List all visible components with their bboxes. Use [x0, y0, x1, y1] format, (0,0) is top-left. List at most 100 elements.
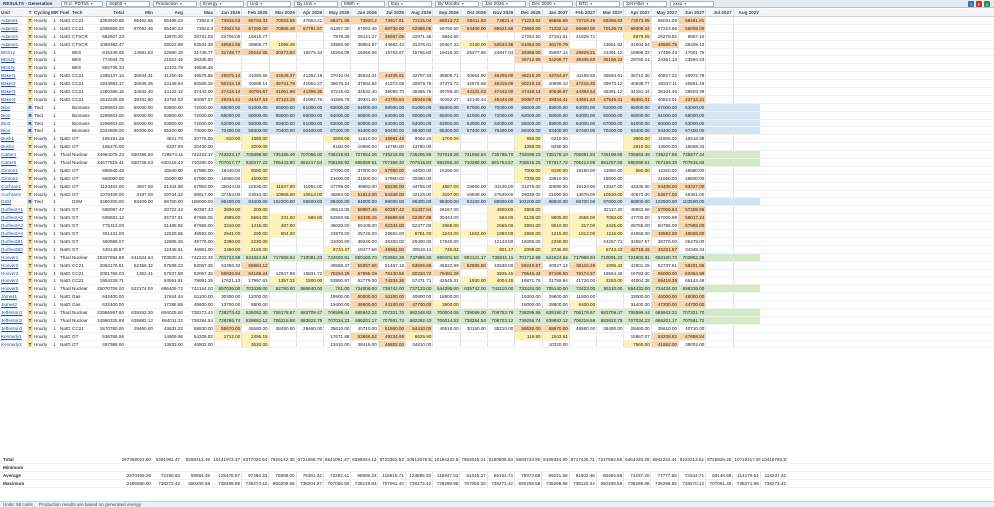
unit-link[interactable]: Adams2 — [1, 25, 18, 31]
unit-link[interactable]: Adams3 — [1, 33, 18, 39]
col-header-month[interactable]: Feb 2027 — [568, 9, 596, 16]
col-header-month[interactable]: Apr 2026 — [295, 9, 323, 16]
unit-link[interactable]: Bio3 — [1, 120, 11, 126]
toolbar-dropdown[interactable]: xxxx ▾ — [670, 0, 714, 7]
col-header-month[interactable]: May 2026 — [323, 9, 350, 16]
col-header-month[interactable]: Nov 2026 — [486, 9, 514, 16]
unit-link[interactable]: Clinton1 — [1, 167, 18, 173]
unit-link[interactable]: Hoover3 — [1, 270, 19, 276]
toolbar-dropdown[interactable]: Unit ▾ — [247, 0, 291, 7]
col-header-cycling[interactable]: Cycling — [34, 10, 50, 15]
unit-link[interactable]: James1 — [1, 294, 18, 300]
col-header-month[interactable]: Aug 2026 — [405, 9, 432, 16]
help-icon[interactable]: ? — [968, 1, 974, 7]
unit-link[interactable]: Durfee2A1 — [1, 207, 23, 213]
col-header-month[interactable]: Jan 2027 — [541, 9, 569, 16]
unit-link[interactable]: Baker3 — [1, 89, 16, 95]
unit-link[interactable]: Durfee2A4 — [1, 231, 23, 237]
unit-link[interactable]: BES2y — [1, 57, 16, 63]
unit-link[interactable]: Carter5 — [1, 160, 17, 166]
unit-link[interactable]: Bush2 — [1, 144, 15, 150]
col-header-month[interactable]: Oct 2026 — [459, 9, 487, 16]
toolbar-dropdown[interactable]: MWh ▾ — [341, 0, 385, 7]
unit-link[interactable]: Hoover1 — [1, 254, 19, 260]
col-header-month[interactable]: Jul 2027 — [705, 9, 732, 16]
table-row[interactable]: Bio1 R Tied 1 Biomass 2296603.00 55000.00 63800… — [0, 103, 994, 112]
toolbar-dropdown[interactable]: Jan 2026 ▾ — [482, 0, 526, 7]
export-icon[interactable]: X — [984, 1, 990, 7]
unit-link[interactable]: Jefferson1 — [1, 309, 23, 315]
unit-link[interactable]: Bush1 — [1, 136, 15, 142]
toolbar-dropdown[interactable]: Dec 2030 ▾ — [529, 0, 573, 7]
unit-link[interactable]: Durfee2B1 — [1, 238, 23, 244]
col-header-fuel[interactable]: Fuel — [60, 10, 70, 15]
toolbar-dropdown[interactable]: Energy ▾ — [200, 0, 244, 7]
col-header-total[interactable]: Total — [113, 10, 124, 15]
unit-link[interactable]: BES4y — [1, 65, 16, 71]
unit-link[interactable]: Durfee2A3 — [1, 223, 23, 229]
unit-link[interactable]: Bio2 — [1, 112, 11, 118]
unit-link[interactable]: Baker4 — [1, 96, 16, 102]
table-row[interactable]: DSM R Tied 1 DSM 3480200.00 83400.00 96700.00 10… — [0, 198, 994, 207]
unit-link[interactable]: DSM — [1, 199, 12, 205]
unit-link[interactable]: Cochran1 — [1, 183, 21, 189]
print-icon[interactable]: P — [976, 1, 982, 7]
unit-link[interactable]: Jefferson3 — [1, 325, 23, 331]
col-header-unit[interactable]: Unit — [1, 10, 10, 15]
table-row[interactable]: BES2y T Hourly 1 BES 774044.76 21523.45 39335.6… — [0, 56, 994, 65]
unit-link[interactable]: Cochran2 — [1, 191, 21, 197]
col-header-month[interactable]: Feb 2026 — [241, 9, 268, 16]
table-row[interactable]: Bio2 R Tied 1 Biomass 2296603.00 55000.00 63800… — [0, 111, 994, 120]
table-row[interactable]: Bio3 R Tied 1 Biomass 2296603.00 55000.00 63800… — [0, 119, 994, 128]
unit-link[interactable]: Bio1 — [1, 104, 11, 110]
col-header-month[interactable]: Jun 2027 — [678, 9, 705, 16]
col-header-month[interactable]: Mar 2027 — [596, 9, 623, 16]
col-header-month[interactable]: Aug 2027 — [732, 9, 760, 16]
unit-link[interactable]: Adams1 — [1, 18, 18, 23]
col-header-month[interactable]: Jul 2026 — [377, 9, 405, 16]
unit-link[interactable]: James2 — [1, 302, 18, 308]
toolbar-dropdown[interactable]: Run PDT15 ▾ — [61, 0, 103, 7]
unit-link[interactable]: Durfee2B2 — [1, 246, 23, 252]
unit-link[interactable]: Jefferson2 — [1, 317, 23, 323]
unit-link[interactable]: Hoover2 — [1, 262, 19, 268]
col-header-avg[interactable]: Avg — [174, 10, 183, 15]
unit-link[interactable]: Durfee2A2 — [1, 215, 23, 221]
toolbar-dropdown[interactable]: Sep00 ▾ — [106, 0, 150, 7]
col-header-month[interactable]: Mar 2026 — [268, 9, 296, 16]
toolbar-dropdown[interactable]: Exp ▾ — [388, 0, 432, 7]
col-header-max[interactable]: Max — [204, 10, 213, 15]
col-header-month[interactable]: Dec 2026 — [514, 9, 541, 16]
unit-link[interactable]: BES1y — [1, 49, 16, 55]
toolbar-dropdown[interactable]: BTC ▾ — [576, 0, 620, 7]
col-header-t[interactable]: T — [28, 10, 32, 15]
unit-link[interactable]: Bio4 — [1, 128, 11, 134]
unit-link[interactable]: Baker1 — [1, 73, 16, 79]
table-row[interactable]: BES1y T Hourly 1 BES 815249.65 14681.83 22690.1… — [0, 48, 994, 57]
